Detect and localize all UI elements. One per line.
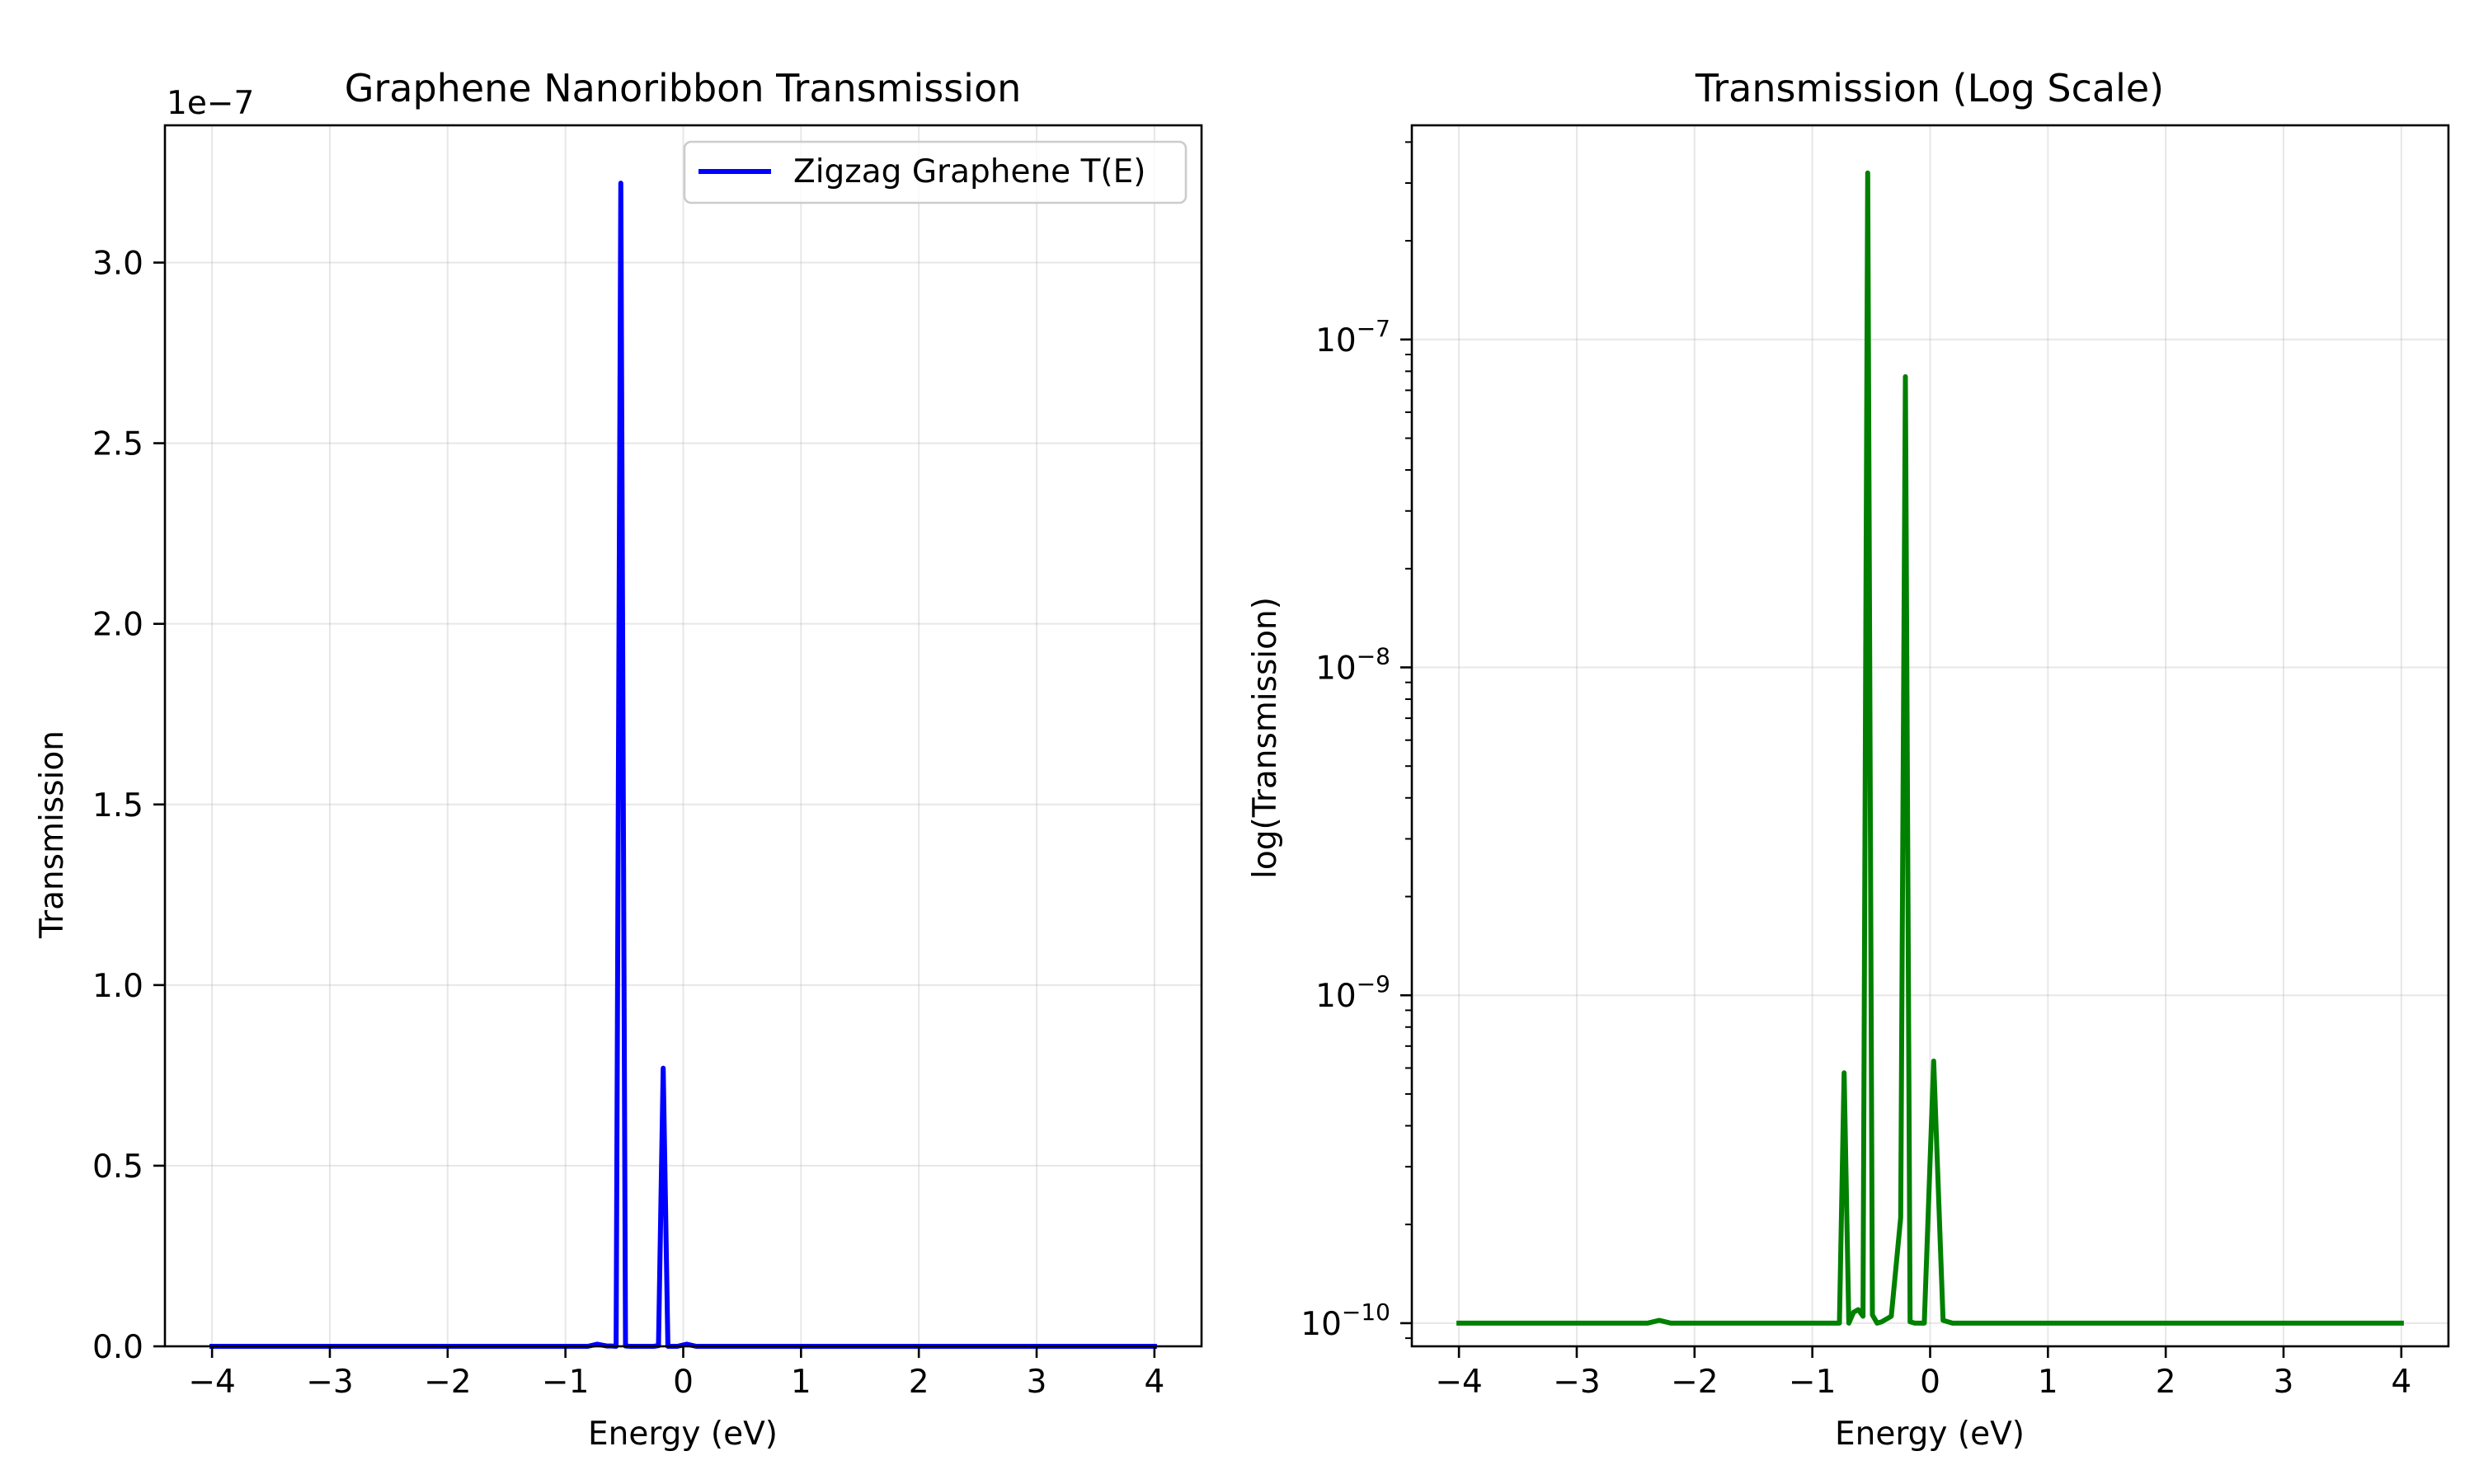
x-tick-label: −1 — [542, 1364, 590, 1401]
legend-entry: Zigzag Graphene T(E) — [793, 153, 1145, 190]
x-axis-label: Energy (eV) — [1835, 1416, 2025, 1453]
y-tick-label: 10−10 — [1300, 1298, 1390, 1343]
y-tick-label: 3.0 — [92, 246, 143, 283]
x-tick-label: 3 — [2274, 1364, 2294, 1401]
x-tick-label: 0 — [1920, 1364, 1940, 1401]
legend-box — [683, 140, 1188, 204]
chart-title: Graphene Nanoribbon Transmission — [345, 66, 1022, 110]
y-tick-label: 10−7 — [1315, 315, 1390, 359]
y-ticks: 10−10 10−9 10−8 10−7 — [1300, 141, 1412, 1343]
x-ticks: −4 −3 −2 −1 0 1 2 3 4 — [188, 1346, 1164, 1401]
y-tick-label: 1.0 — [92, 968, 143, 1005]
linear-transmission-chart: Graphene Nanoribbon Transmission 1e−7 En… — [34, 66, 1203, 1453]
x-tick-label: −2 — [424, 1364, 472, 1401]
log-transmission-chart: Transmission (Log Scale) Energy (eV) log… — [1247, 66, 2450, 1453]
x-tick-label: −4 — [1435, 1364, 1483, 1401]
series-line — [1456, 170, 2404, 1326]
x-tick-label: 4 — [1144, 1364, 1164, 1401]
x-tick-label: 1 — [2038, 1364, 2058, 1401]
y-tick-label: 1.5 — [92, 787, 143, 824]
y-ticks: 0.0 0.5 1.0 1.5 2.0 2.5 3.0 — [92, 246, 165, 1366]
series-group — [1456, 170, 2404, 1326]
x-axis-label: Energy (eV) — [588, 1416, 778, 1453]
x-tick-label: −4 — [188, 1364, 236, 1401]
x-tick-label: 0 — [673, 1364, 694, 1401]
y-tick-label: 0.5 — [92, 1148, 143, 1186]
x-ticks: −4 −3 −2 −1 0 1 2 3 4 — [1435, 1346, 2411, 1401]
x-tick-label: −1 — [1789, 1364, 1837, 1401]
x-tick-label: 2 — [2156, 1364, 2176, 1401]
y-axis-label: Transmission — [34, 730, 71, 939]
x-tick-label: 2 — [909, 1364, 929, 1401]
legend: Zigzag Graphene T(E) — [683, 140, 1188, 204]
x-tick-label: −3 — [1553, 1364, 1601, 1401]
chart-title: Transmission (Log Scale) — [1695, 66, 2164, 110]
x-tick-label: 3 — [1027, 1364, 1047, 1401]
x-tick-label: 1 — [791, 1364, 811, 1401]
y-offset-text: 1e−7 — [167, 85, 254, 122]
y-tick-label: 2.5 — [92, 426, 143, 463]
y-tick-label: 2.0 — [92, 607, 143, 644]
y-tick-label: 0.0 — [92, 1329, 143, 1366]
y-tick-label: 10−9 — [1315, 970, 1390, 1015]
y-axis-label: log(Transmission) — [1247, 597, 1284, 879]
x-tick-label: −2 — [1671, 1364, 1719, 1401]
x-tick-label: −3 — [306, 1364, 354, 1401]
y-tick-label: 10−8 — [1315, 643, 1390, 688]
x-tick-label: 4 — [2391, 1364, 2411, 1401]
